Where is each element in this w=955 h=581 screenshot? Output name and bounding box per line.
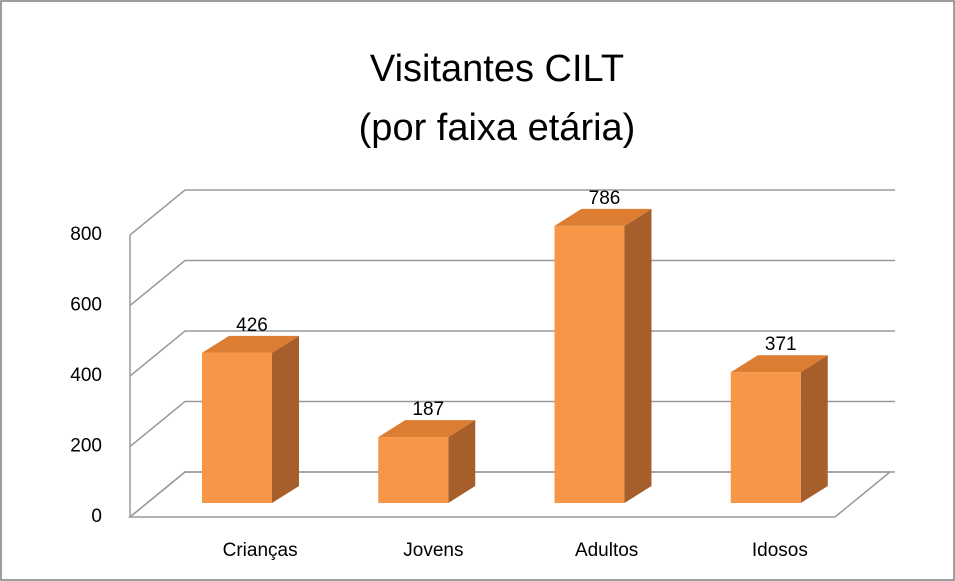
bar-top [378, 420, 476, 438]
grid-line [129, 471, 895, 518]
data-label: 426 [236, 315, 268, 336]
bar-top [730, 355, 828, 373]
x-tick-label: Idosos [752, 540, 808, 561]
x-tick-label: Adultos [575, 540, 638, 561]
bar-top [202, 335, 299, 353]
chart-title: Visitantes CILT [370, 48, 624, 90]
grid-line [129, 189, 895, 236]
y-tick-label: 600 [70, 295, 102, 316]
bar [730, 372, 801, 503]
y-tick-label: 200 [70, 436, 102, 457]
bar [378, 437, 449, 503]
bar [202, 352, 272, 503]
bar [554, 225, 625, 503]
bar-side [624, 208, 652, 503]
grid-line [129, 400, 895, 448]
x-tick-label: Jovens [403, 540, 463, 561]
grid-line [129, 259, 895, 307]
y-tick-label: 800 [70, 224, 102, 245]
data-label: 187 [412, 399, 444, 420]
y-tick-label: 400 [70, 365, 102, 386]
y-tick-label: 0 [91, 506, 102, 527]
bar-side [800, 355, 828, 503]
bar-side [272, 335, 299, 503]
bar-side [448, 420, 476, 503]
x-tick-label: Crianças [223, 540, 298, 561]
chart-title: (por faixa etária) [359, 107, 636, 149]
data-label: 371 [765, 334, 797, 355]
grid-line [129, 330, 895, 377]
data-label: 786 [589, 188, 621, 209]
bar-top [554, 208, 652, 226]
